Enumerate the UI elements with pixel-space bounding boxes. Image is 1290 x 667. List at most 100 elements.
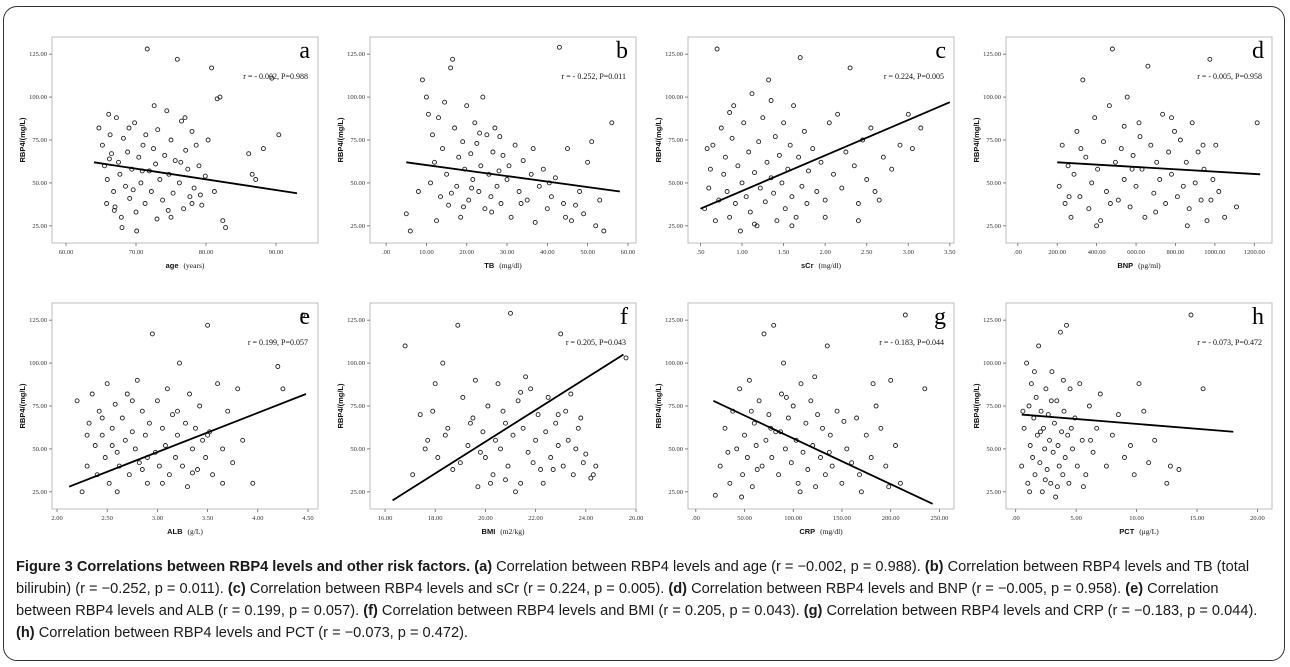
scatter-point [457, 460, 463, 466]
scatter-point [538, 467, 544, 472]
x-tick-label: 80.00 [199, 249, 214, 256]
scatter-point [1166, 149, 1172, 155]
caption-tag: (d) [668, 581, 688, 597]
scatter-point [1183, 159, 1189, 165]
x-tick-label: .00 [1012, 515, 1020, 522]
scatter-point [722, 425, 728, 431]
y-tick-label: 25.00 [350, 489, 365, 496]
scatter-point [1213, 142, 1219, 148]
y-tick-label: 25.00 [32, 223, 47, 230]
caption-item-b: (b) Correlation between RBP4 levels and … [16, 559, 1249, 597]
scatter-point [456, 154, 462, 160]
scatter-point [189, 201, 195, 206]
scatter-point [1090, 449, 1096, 455]
y-tick-label: 75.00 [350, 403, 365, 410]
scatter-point [781, 360, 786, 366]
scatter-point [563, 408, 569, 414]
scatter-point [753, 443, 759, 448]
scatter-point [771, 190, 777, 196]
scatter-point [402, 343, 408, 349]
x-tick-label: 50.00 [580, 249, 595, 256]
x-tick-label: 1000.00 [1204, 249, 1225, 256]
scatter-point [799, 183, 805, 189]
scatter-point [544, 206, 550, 212]
scatter-point [578, 415, 584, 421]
scatter-point [461, 204, 466, 210]
scatter-point [440, 360, 446, 366]
x-tick-label: 2.50 [861, 249, 872, 256]
scatter-point [568, 391, 574, 397]
scatter-point [872, 189, 878, 194]
scatter-point [142, 201, 148, 206]
scatter-point [1026, 403, 1032, 409]
scatter-point [839, 480, 845, 486]
scatter-point [96, 408, 102, 414]
caption-tag: (f) [363, 603, 378, 619]
scatter-point [498, 446, 503, 452]
scatter-point [503, 477, 508, 483]
scatter-plot-h: 25.00 50.00 75.00 100.00 125.00 .00 5.00 10.00 1… [972, 302, 1273, 536]
scatter-point [1101, 139, 1106, 145]
scatter-point [739, 180, 745, 186]
scatter-point [717, 463, 723, 469]
plot-area [51, 36, 319, 244]
x-tick-label: 20.00 [1250, 515, 1265, 522]
scatter-point [1136, 381, 1142, 387]
scatter-point [84, 463, 90, 469]
scatter-point [106, 111, 112, 117]
scatter-point [1020, 408, 1026, 414]
x-tick-label: .00 [692, 515, 700, 522]
scatter-point [203, 455, 209, 460]
scatter-point [776, 152, 782, 158]
scatter-point [1062, 201, 1068, 206]
scatter-point [1054, 484, 1060, 490]
scatter-plot-a: 25.00 50.00 75.00 100.00 125.00 60.00 70.00 80.… [18, 36, 319, 270]
scatter-point [132, 446, 138, 452]
y-tick-label: 100.00 [983, 94, 1001, 101]
panel-letter: h [1252, 304, 1264, 330]
scatter-point [744, 455, 750, 460]
scatter-point [732, 201, 738, 206]
scatter-point [1208, 197, 1214, 203]
scatter-point [577, 189, 583, 194]
scatter-point [839, 185, 845, 191]
scatter-point [106, 156, 112, 162]
scatter-point [466, 197, 472, 203]
scatter-point [1188, 312, 1194, 318]
scatter-point [436, 115, 441, 121]
scatter-point [1094, 425, 1100, 431]
caption-text: Correlation between RBP4 levels and BMI … [381, 603, 800, 619]
scatter-point [1070, 446, 1075, 452]
scatter-point [181, 206, 187, 212]
scatter-point [440, 146, 445, 152]
x-tick-label: 18.00 [428, 515, 443, 522]
x-axis-unit: (μg/L) [1139, 527, 1159, 536]
scatter-point [761, 331, 767, 337]
scatter-point [144, 480, 150, 486]
scatter-point [1066, 194, 1072, 200]
plot-area [369, 36, 637, 244]
scatter-point [170, 412, 175, 418]
scatter-point [1095, 166, 1101, 172]
x-axis-unit: (years) [184, 261, 205, 270]
caption-item-a: (a) Correlation between RBP4 levels and … [474, 559, 921, 575]
scatter-point [477, 449, 483, 455]
scatter-point [795, 480, 801, 486]
scatter-point [176, 180, 182, 186]
scatter-plot-g: 25.00 50.00 75.00 100.00 125.00 .00 50.00 100.0… [654, 302, 955, 536]
scatter-point [1074, 128, 1080, 134]
plot-area [687, 302, 955, 510]
scatter-point [763, 437, 769, 443]
scatter-point [561, 201, 566, 206]
scatter-point [1103, 463, 1109, 469]
scatter-point [1210, 177, 1216, 182]
scatter-point [174, 56, 180, 62]
scatter-point [609, 120, 615, 126]
x-axis-label: age (years) [166, 261, 205, 270]
scatter-point [410, 472, 416, 478]
scatter-point [588, 475, 594, 481]
x-axis-name: CRP [799, 527, 815, 536]
x-tick-label: 50.00 [737, 515, 752, 522]
scatter-plot-f: 25.00 50.00 75.00 100.00 125.00 16.00 18.00 20.… [336, 302, 643, 536]
scatter-point [162, 443, 168, 448]
